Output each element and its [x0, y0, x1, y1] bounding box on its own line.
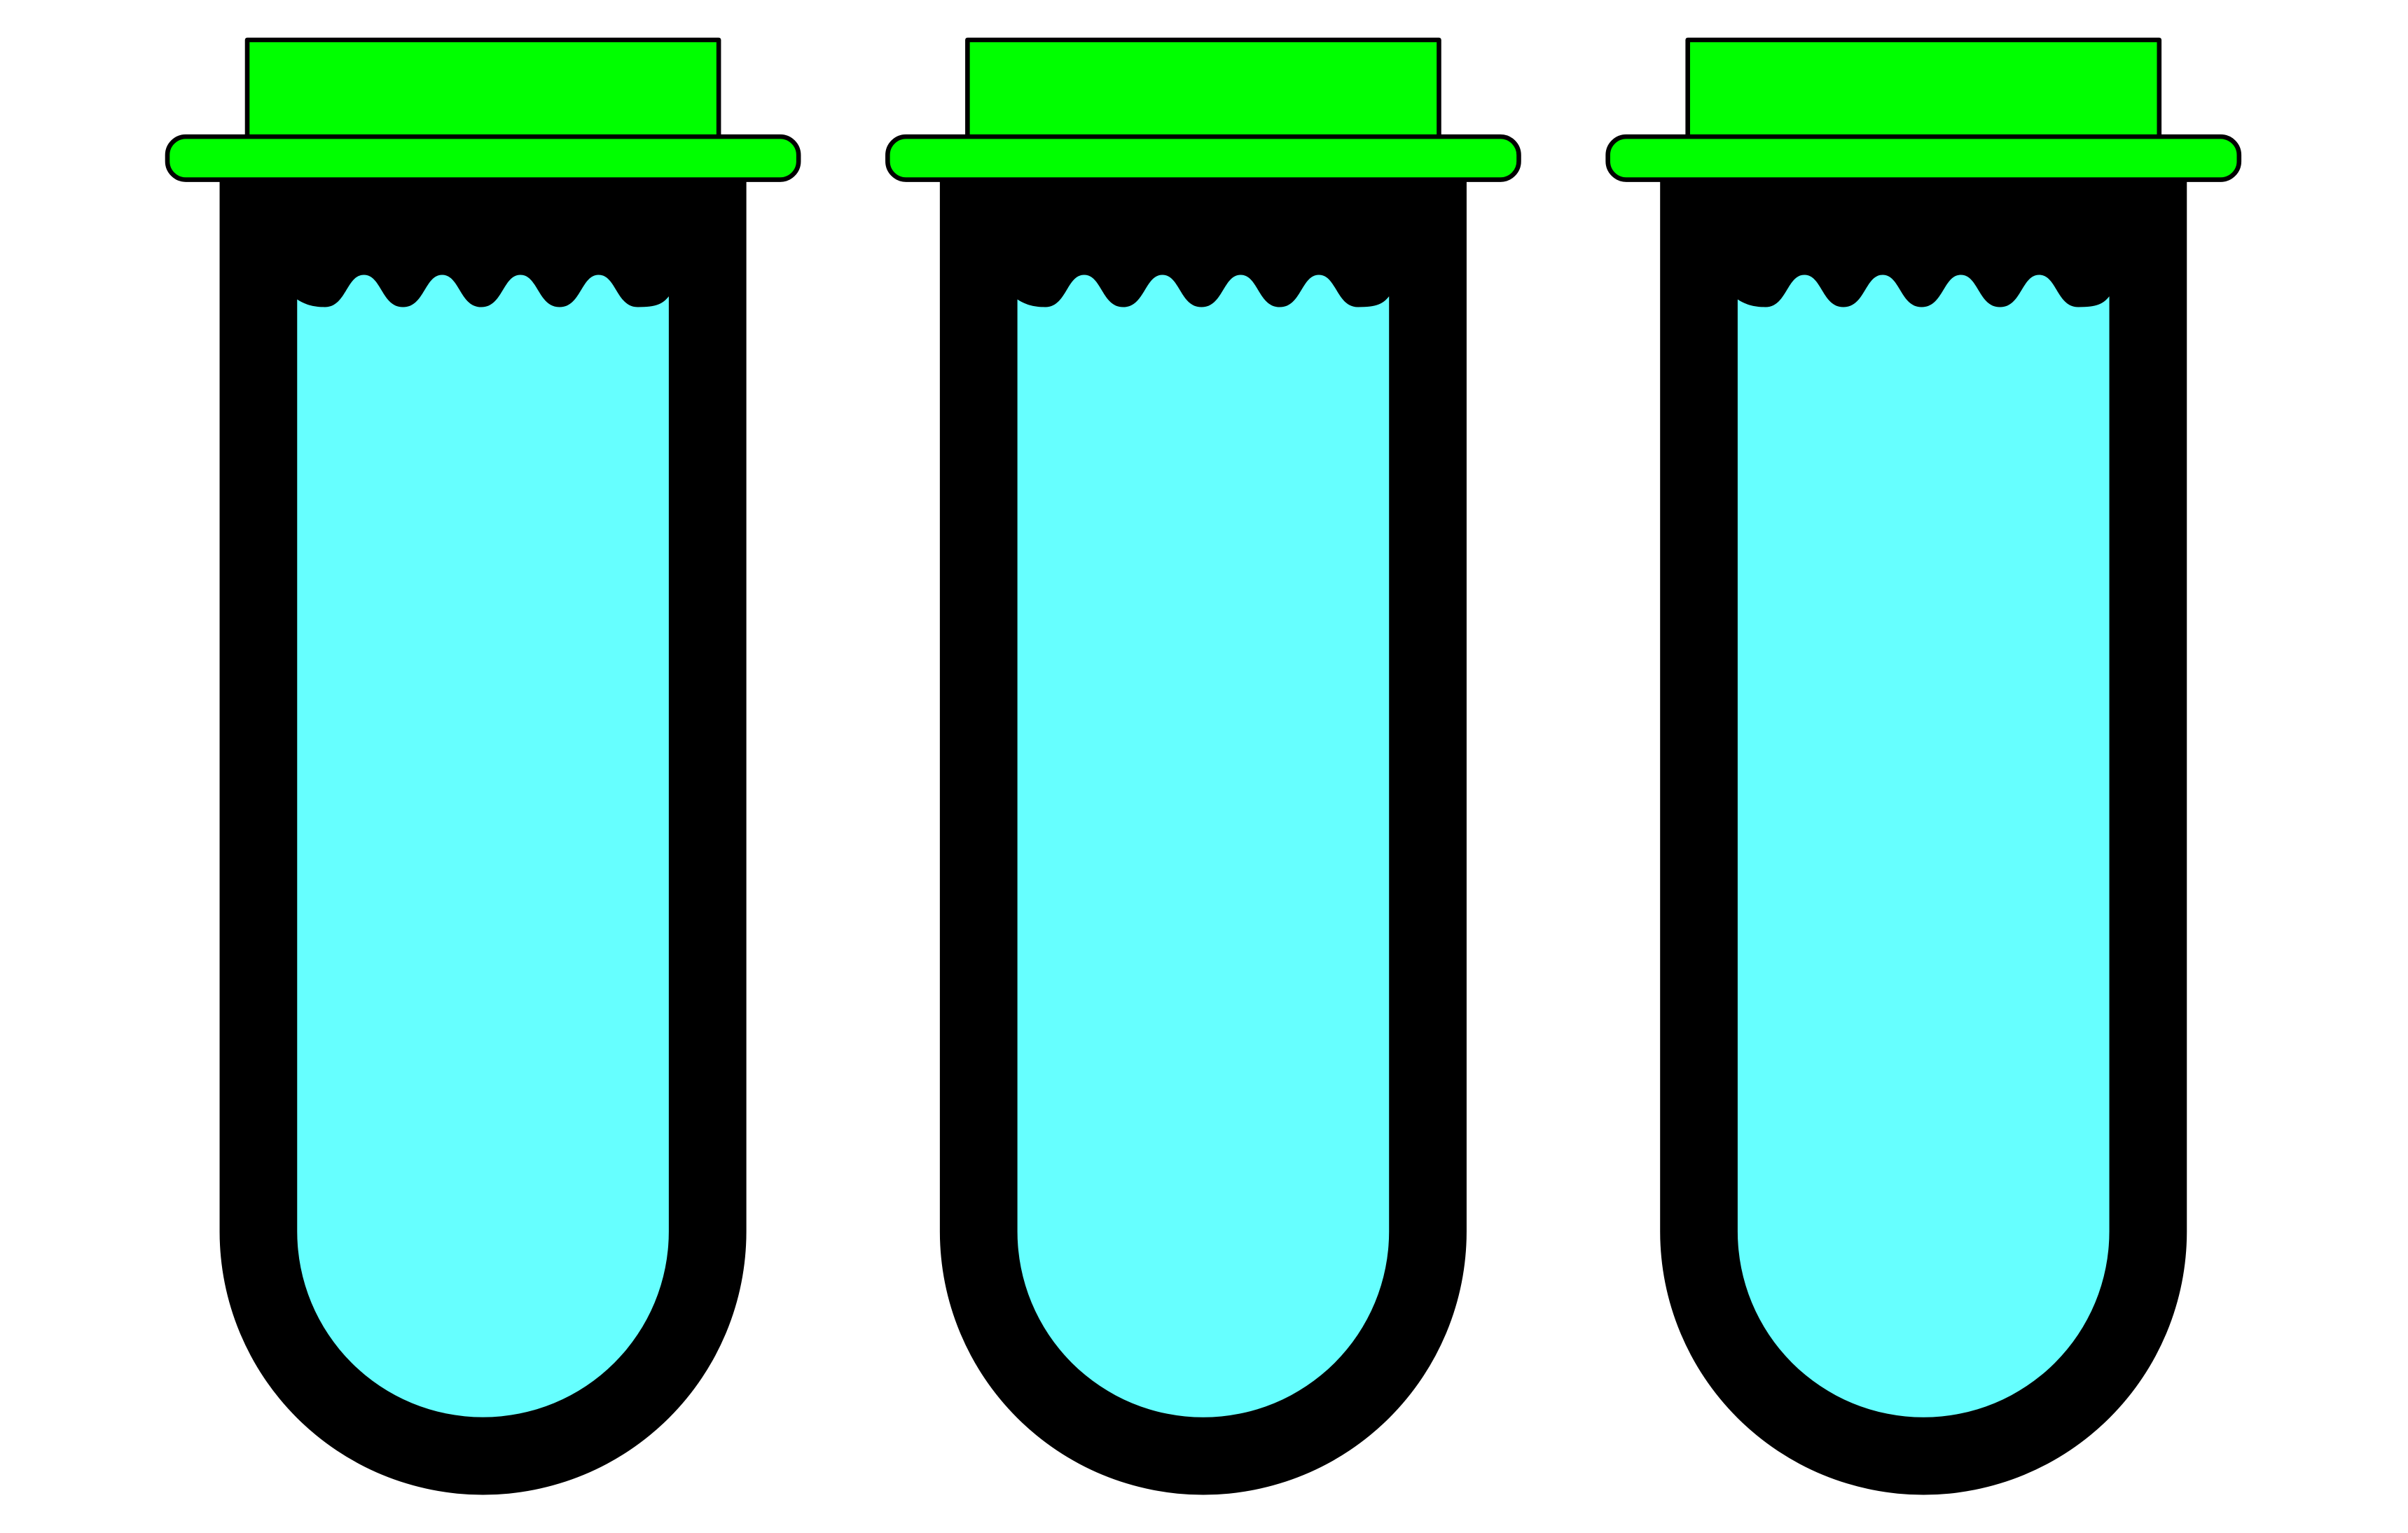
cap-rim [165, 134, 801, 182]
test-tube-2 [885, 37, 1521, 1495]
tube-liquid [1737, 275, 2110, 1417]
cap-top [244, 37, 721, 144]
cap-rim [1605, 134, 2242, 182]
test-tube-3 [1605, 37, 2242, 1495]
tube-liquid [297, 275, 669, 1417]
tube-liquid [1017, 275, 1390, 1417]
cap-top [1685, 37, 2162, 144]
cap-rim [885, 134, 1521, 182]
cap-top [965, 37, 1441, 144]
test-tube-1 [165, 37, 801, 1495]
